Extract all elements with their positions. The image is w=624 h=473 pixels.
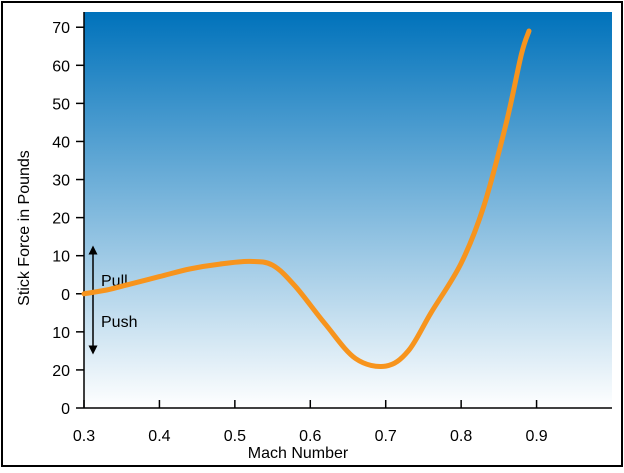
y-tick-label: 30 <box>52 173 70 190</box>
x-tick-label: 0.4 <box>148 428 170 445</box>
y-tick-label: 10 <box>52 249 70 266</box>
x-tick-label: 0.5 <box>224 428 246 445</box>
x-axis-ticks: 0.3 0.4 0.5 0.6 0.7 0.8 0.9 <box>73 400 548 445</box>
y-tick-label: 60 <box>52 58 70 75</box>
y-tick-label: 50 <box>52 96 70 113</box>
series-line-stick-force <box>81 28 532 369</box>
y-tick-label: 70 <box>52 20 70 37</box>
y-tick-label: 20 <box>52 211 70 228</box>
x-tick-label: 0.8 <box>450 428 472 445</box>
push-label: Push <box>101 314 137 331</box>
x-tick-label: 0.9 <box>525 428 547 445</box>
x-tick-label: 0.6 <box>299 428 321 445</box>
x-tick-label: 0.7 <box>375 428 397 445</box>
y-tick-label: 20 <box>52 363 70 380</box>
y-tick-label: 0 <box>61 287 70 304</box>
x-tick-label: 0.3 <box>73 428 95 445</box>
plot-area <box>84 12 612 408</box>
y-tick-label: 10 <box>52 325 70 342</box>
y-axis-ticks: 70 60 50 40 30 20 10 0 10 20 0 <box>52 20 84 418</box>
y-axis-title: Stick Force in Pounds <box>16 150 33 306</box>
y-tick-label: 40 <box>52 134 70 151</box>
y-tick-label: 0 <box>61 401 70 418</box>
x-axis-title: Mach Number <box>248 445 349 462</box>
